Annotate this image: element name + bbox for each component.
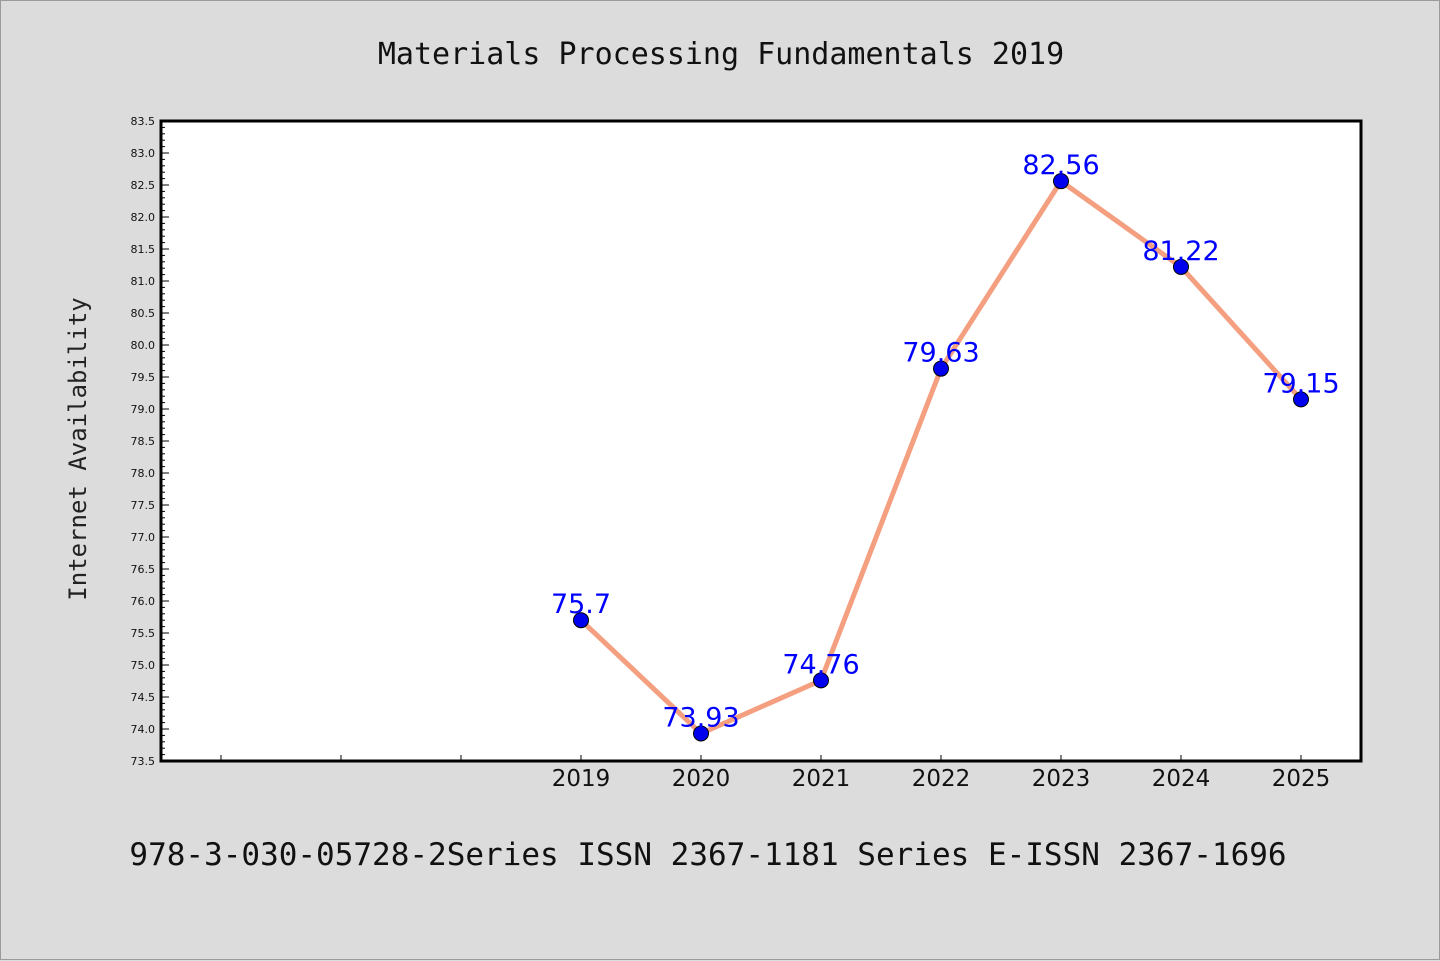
data-label: 81.22 (1142, 236, 1219, 267)
data-point (573, 612, 589, 629)
y-tick-label: 74.5 (131, 691, 156, 704)
x-tick-label: 2023 (1032, 766, 1091, 792)
y-tick-label: 78.0 (131, 467, 156, 480)
marker-layer (573, 173, 1309, 742)
y-tick-label: 81.5 (131, 243, 156, 256)
y-tick-label: 75.5 (131, 627, 156, 640)
data-point (1293, 391, 1309, 408)
x-tick-label: 2022 (912, 766, 971, 792)
y-tick-label: 76.0 (131, 595, 156, 608)
x-tick-label: 2021 (792, 766, 851, 792)
data-point (693, 725, 709, 742)
y-tick-label: 74.0 (131, 723, 156, 736)
data-label: 73.93 (662, 702, 739, 733)
x-tick-label: 2020 (672, 766, 731, 792)
data-label: 74.76 (782, 649, 859, 680)
y-tick-label: 80.0 (131, 339, 156, 352)
x-tick-label: 2019 (552, 766, 611, 792)
x-tick-label: 2025 (1272, 766, 1331, 792)
data-label: 79.15 (1262, 368, 1339, 399)
data-label: 82.56 (1022, 150, 1099, 181)
plot-area (161, 121, 1361, 761)
data-point (1173, 258, 1189, 275)
data-point (1053, 173, 1069, 190)
y-tick-label: 77.0 (131, 531, 156, 544)
y-tick-label: 75.0 (131, 659, 156, 672)
y-axis-label: Internet Availability (64, 297, 92, 600)
label-layer: 75.7 73.93 74.76 79.63 82.56 81.22 79.15 (551, 150, 1340, 733)
ticks-layer: 73.5 74.0 74.5 75.0 75.5 76.0 76.5 77.0 77.5 78.0… (131, 115, 1331, 792)
y-tick-label: 73.5 (131, 755, 156, 768)
y-tick-label: 77.5 (131, 499, 156, 512)
footer-text: 978-3-030-05728-2Series ISSN 2367-1181 S… (129, 837, 1286, 873)
data-label: 75.7 (551, 589, 611, 620)
y-tick-label: 79.0 (131, 403, 156, 416)
y-tick-label: 83.5 (131, 115, 156, 128)
data-label: 79.63 (902, 338, 979, 369)
y-tick-label: 76.5 (131, 563, 156, 576)
y-tick-label: 82.5 (131, 179, 156, 192)
x-tick-label: 2024 (1152, 766, 1211, 792)
y-tick-label: 82.0 (131, 211, 156, 224)
y-tick-label: 79.5 (131, 371, 156, 384)
data-point (933, 360, 949, 377)
data-point (813, 672, 829, 689)
y-tick-label: 83.0 (131, 147, 156, 160)
y-tick-label: 80.5 (131, 307, 156, 320)
y-tick-label: 81.0 (131, 275, 156, 288)
y-tick-label: 78.5 (131, 435, 156, 448)
plot-frame (159, 119, 1363, 763)
chart-title: Materials Processing Fundamentals 2019 (378, 37, 1064, 72)
